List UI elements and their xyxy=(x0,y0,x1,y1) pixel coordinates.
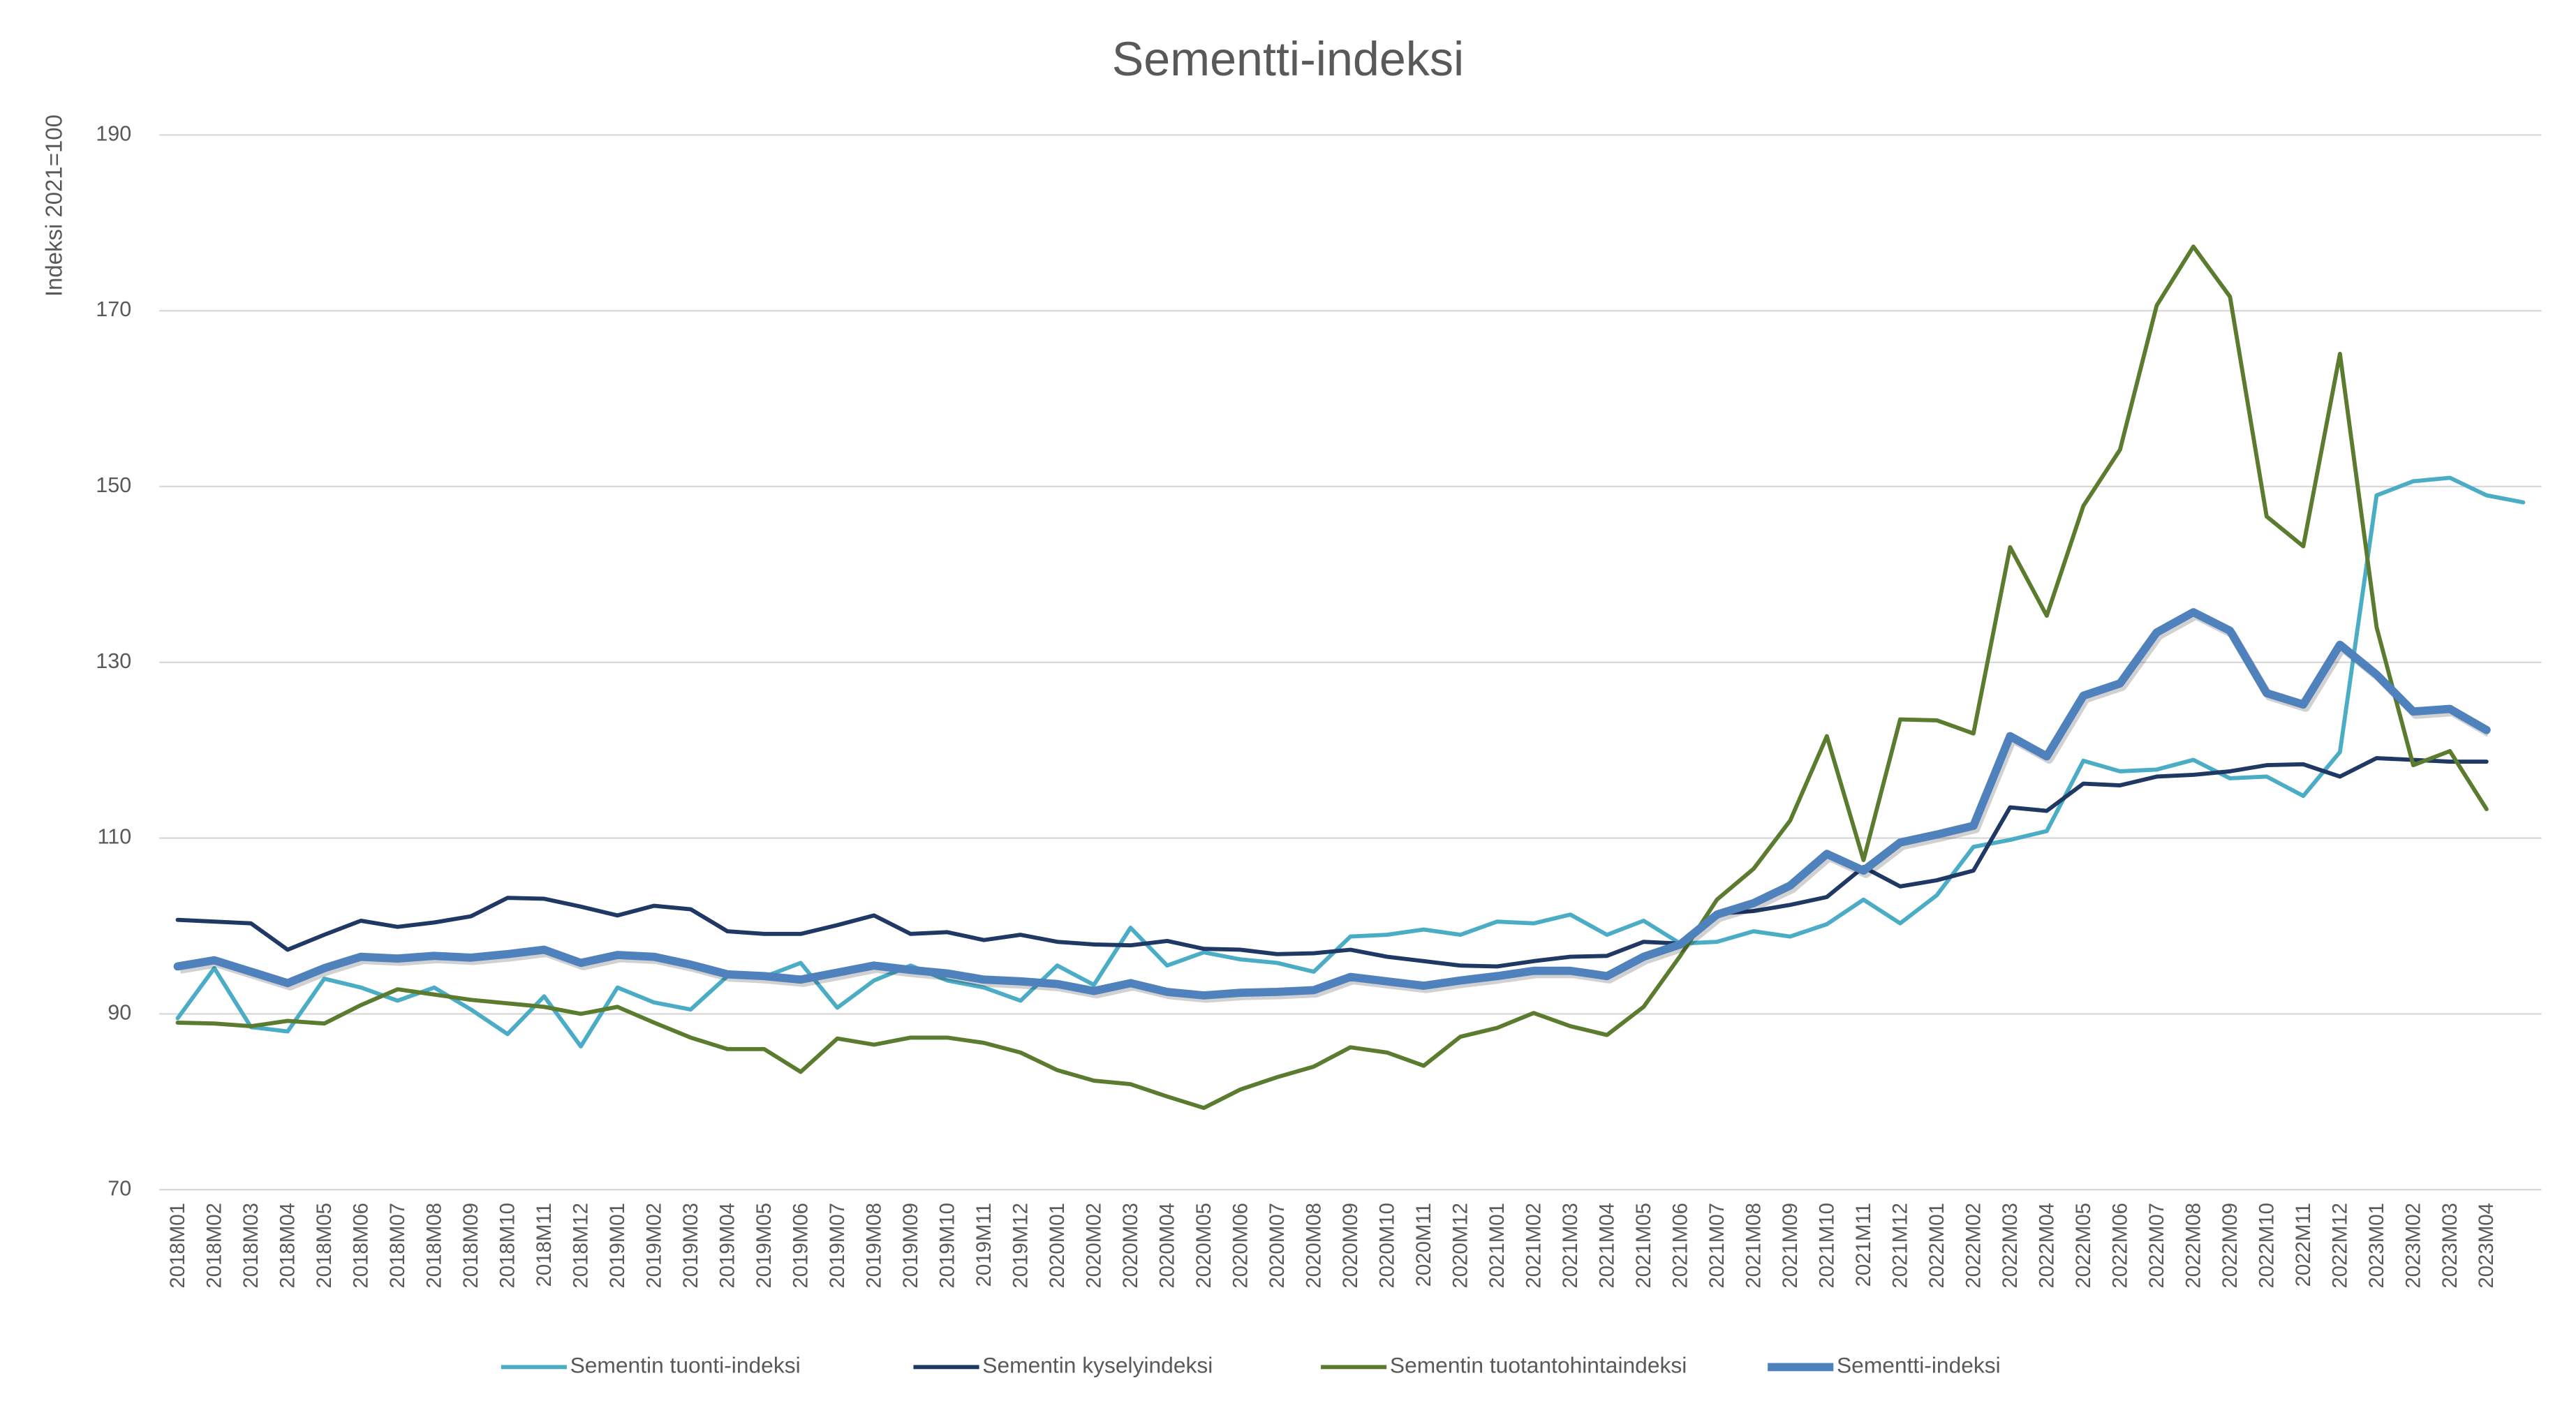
series-line xyxy=(175,756,2489,969)
x-tick-label: 2018M02 xyxy=(202,1203,225,1289)
x-tick-label: 2020M01 xyxy=(1046,1203,1069,1289)
x-tick-label: 2023M03 xyxy=(2438,1203,2462,1289)
x-tick-label: 2022M12 xyxy=(2328,1203,2351,1289)
legend-label: Sementti-indeksi xyxy=(1837,1353,2001,1378)
x-tick-label: 2020M02 xyxy=(1082,1203,1105,1289)
x-tick-label: 2021M06 xyxy=(1668,1203,1692,1289)
x-tick-label: 2021M05 xyxy=(1632,1203,1655,1289)
x-tick-label: 2019M08 xyxy=(862,1203,885,1289)
y-axis-label: Indeksi 2021=100 xyxy=(41,114,67,297)
x-tick-label: 2023M04 xyxy=(2475,1203,2498,1289)
x-tick-label: 2021M07 xyxy=(1705,1203,1729,1289)
x-tick-label: 2018M10 xyxy=(496,1203,519,1289)
x-tick-label: 2021M11 xyxy=(1852,1203,1875,1287)
x-tick-label: 2022M03 xyxy=(1999,1203,2022,1289)
x-tick-label: 2020M11 xyxy=(1412,1203,1435,1287)
x-tick-label: 2022M11 xyxy=(2292,1203,2315,1287)
x-tick-label: 2023M01 xyxy=(2365,1203,2388,1289)
y-tick-label: 130 xyxy=(96,649,131,673)
x-tick-label: 2019M11 xyxy=(972,1203,995,1287)
x-tick-label: 2020M06 xyxy=(1229,1203,1252,1289)
x-tick-label: 2020M05 xyxy=(1192,1203,1215,1289)
x-tick-label: 2021M09 xyxy=(1779,1203,1802,1289)
x-tick-label: 2018M01 xyxy=(166,1203,189,1289)
x-tick-label: 2022M01 xyxy=(1925,1203,1948,1289)
x-tick-label: 2018M09 xyxy=(459,1203,482,1289)
x-tick-label: 2018M07 xyxy=(386,1203,409,1289)
x-tick-label: 2021M10 xyxy=(1815,1203,1838,1289)
x-tick-label: 2019M07 xyxy=(826,1203,849,1289)
x-tick-label: 2021M01 xyxy=(1486,1203,1509,1289)
x-tick-label: 2018M04 xyxy=(276,1203,299,1289)
x-tick-label: 2022M09 xyxy=(2219,1203,2242,1289)
x-tick-label: 2018M05 xyxy=(313,1203,336,1289)
x-tick-label: 2020M12 xyxy=(1449,1203,1472,1289)
series-line xyxy=(175,475,2526,1049)
x-tick-label: 2019M12 xyxy=(1009,1203,1032,1289)
x-tick-label: 2023M02 xyxy=(2401,1203,2425,1289)
series-line xyxy=(175,244,2489,1111)
x-tick-label: 2020M08 xyxy=(1302,1203,1325,1289)
x-tick-label: 2020M04 xyxy=(1155,1203,1178,1289)
x-tick-label: 2020M10 xyxy=(1375,1203,1398,1289)
x-tick-label: 2018M08 xyxy=(422,1203,445,1289)
x-tick-label: 2019M06 xyxy=(789,1203,812,1289)
x-tick-label: 2021M04 xyxy=(1595,1203,1618,1289)
x-tick-label: 2022M07 xyxy=(2145,1203,2168,1289)
x-tick-label: 2019M09 xyxy=(899,1203,922,1289)
y-tick-label: 110 xyxy=(98,825,132,849)
y-tick-label: 170 xyxy=(96,297,131,321)
x-tick-label: 2020M07 xyxy=(1266,1203,1289,1289)
x-tick-label: 2020M09 xyxy=(1339,1203,1362,1289)
series-line xyxy=(173,608,2491,1000)
x-tick-label: 2022M04 xyxy=(2035,1203,2058,1289)
x-tick-label: 2021M08 xyxy=(1742,1203,1765,1289)
legend-label: Sementin tuotantohintaindeksi xyxy=(1390,1353,1687,1378)
chart-title: Sementti-indeksi xyxy=(1112,33,1464,86)
legend-label: Sementin tuonti-indeksi xyxy=(570,1353,801,1378)
x-tick-label: 2018M03 xyxy=(239,1203,262,1289)
y-tick-label: 90 xyxy=(108,1000,131,1024)
x-tick-label: 2022M02 xyxy=(1962,1203,1985,1289)
x-tick-label: 2021M02 xyxy=(1522,1203,1545,1289)
x-tick-label: 2018M11 xyxy=(533,1203,556,1287)
y-tick-label: 70 xyxy=(108,1176,131,1200)
y-tick-label: 190 xyxy=(96,121,131,145)
x-tick-label: 2019M03 xyxy=(679,1203,702,1289)
series-shadow xyxy=(179,611,2492,1003)
x-tick-label: 2020M03 xyxy=(1119,1203,1142,1289)
x-tick-label: 2019M04 xyxy=(716,1203,739,1289)
legend-label: Sementin kyselyindeksi xyxy=(982,1353,1213,1378)
x-tick-label: 2018M12 xyxy=(569,1203,592,1289)
x-tick-label: 2019M05 xyxy=(753,1203,776,1289)
x-tick-label: 2021M03 xyxy=(1559,1203,1582,1289)
x-tick-label: 2021M12 xyxy=(1888,1203,1911,1289)
x-tick-label: 2019M10 xyxy=(935,1203,958,1289)
y-tick-label: 150 xyxy=(96,473,131,497)
x-tick-label: 2019M01 xyxy=(606,1203,629,1289)
x-tick-label: 2019M02 xyxy=(642,1203,665,1289)
x-tick-label: 2022M06 xyxy=(2108,1203,2131,1289)
x-tick-label: 2022M08 xyxy=(2182,1203,2205,1289)
x-tick-label: 2018M06 xyxy=(349,1203,372,1289)
x-tick-label: 2022M05 xyxy=(2072,1203,2095,1289)
x-tick-label: 2022M10 xyxy=(2255,1203,2278,1289)
